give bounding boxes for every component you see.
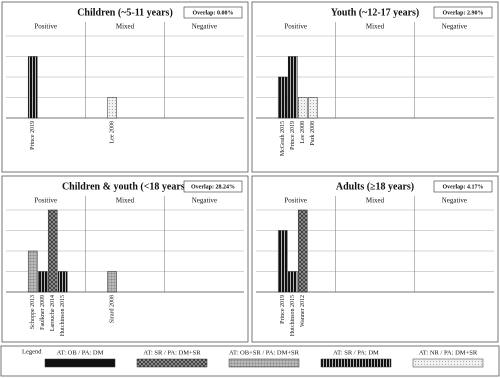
legend-label: AT: SR / PA: DM <box>333 349 379 356</box>
legend-swatch <box>228 358 300 368</box>
legend-label: AT: OB / PA: DM <box>57 349 104 356</box>
column-header: Negative <box>192 23 217 31</box>
legend-swatch <box>412 358 484 368</box>
legend-box <box>0 345 500 377</box>
panel-title: Children & youth (<18 years) <box>62 181 188 192</box>
bar <box>277 76 288 119</box>
overlap-box <box>183 180 243 193</box>
bar <box>287 56 298 119</box>
bar-label: Park 2008 <box>310 121 316 146</box>
column-header: Negative <box>442 23 467 31</box>
overlap-box <box>433 6 493 19</box>
column-header: Mixed <box>116 23 135 31</box>
bar-label: Larouche 2014 <box>50 295 56 331</box>
bar-label: Wanner 2012 <box>300 295 306 327</box>
bar <box>277 230 288 293</box>
overlap-label: Overlap: 2.90% <box>443 10 484 16</box>
bar-label: McGrath 2015 <box>280 121 286 156</box>
bar-label: Schoppe 2013 <box>30 295 36 329</box>
panel-title: Youth (~12-17 years) <box>331 7 420 18</box>
column-header: Negative <box>442 197 467 205</box>
overlap-label: Overlap: 4.17% <box>443 184 484 190</box>
panel-title: Adults (≥18 years) <box>336 181 414 192</box>
column-header: Positive <box>34 197 57 205</box>
legend-swatch <box>136 358 208 368</box>
column-header: Positive <box>284 197 307 205</box>
bar <box>47 209 58 293</box>
bar <box>57 271 68 293</box>
bar-label: Sirard 2008 <box>109 295 115 323</box>
overlap-box <box>183 6 243 19</box>
bar-label: Lee 2008 <box>109 121 115 144</box>
bar <box>307 97 318 119</box>
bar-label: Prince 2019 <box>290 121 296 150</box>
column-header: Negative <box>192 197 217 205</box>
column-header: Mixed <box>366 197 385 205</box>
overlap-box <box>433 180 493 193</box>
panel-title: Children (~5-11 years) <box>77 7 173 18</box>
column-header: Mixed <box>116 197 135 205</box>
bar <box>27 250 38 293</box>
bar-label: Hutchinson 2015 <box>290 295 296 336</box>
bar <box>107 97 117 119</box>
legend-label: AT: SR / PA: DM+SR <box>143 349 201 356</box>
legend-label: AT: NR / PA: DM+SR <box>419 349 478 356</box>
bar-label: Lee 2008 <box>300 121 306 144</box>
column-header: Positive <box>284 23 307 31</box>
overlap-label: Overlap: 0.00% <box>193 10 234 16</box>
bar-label: Prince 2019 <box>280 295 286 324</box>
legend-title: Legend <box>22 348 42 355</box>
panel <box>1 1 249 173</box>
bar-label: Faulkner 2009 <box>40 295 46 330</box>
bar-label: Hutchinson 2015 <box>60 295 66 336</box>
panel <box>251 175 499 343</box>
panel <box>1 175 249 343</box>
legend-label: AT: OB+SR / PA: DM+SR <box>229 349 300 356</box>
bar <box>107 271 117 293</box>
bar <box>37 271 48 293</box>
bar <box>297 209 308 293</box>
bar <box>297 97 308 119</box>
legend-swatch <box>320 358 392 368</box>
column-header: Mixed <box>366 23 385 31</box>
bar <box>27 56 38 119</box>
overlap-label: Overlap: 28.24% <box>191 184 235 190</box>
bar-label: Prince 2019 <box>30 121 36 150</box>
legend-swatch <box>44 358 116 368</box>
bar <box>287 271 298 293</box>
column-header: Positive <box>34 23 57 31</box>
